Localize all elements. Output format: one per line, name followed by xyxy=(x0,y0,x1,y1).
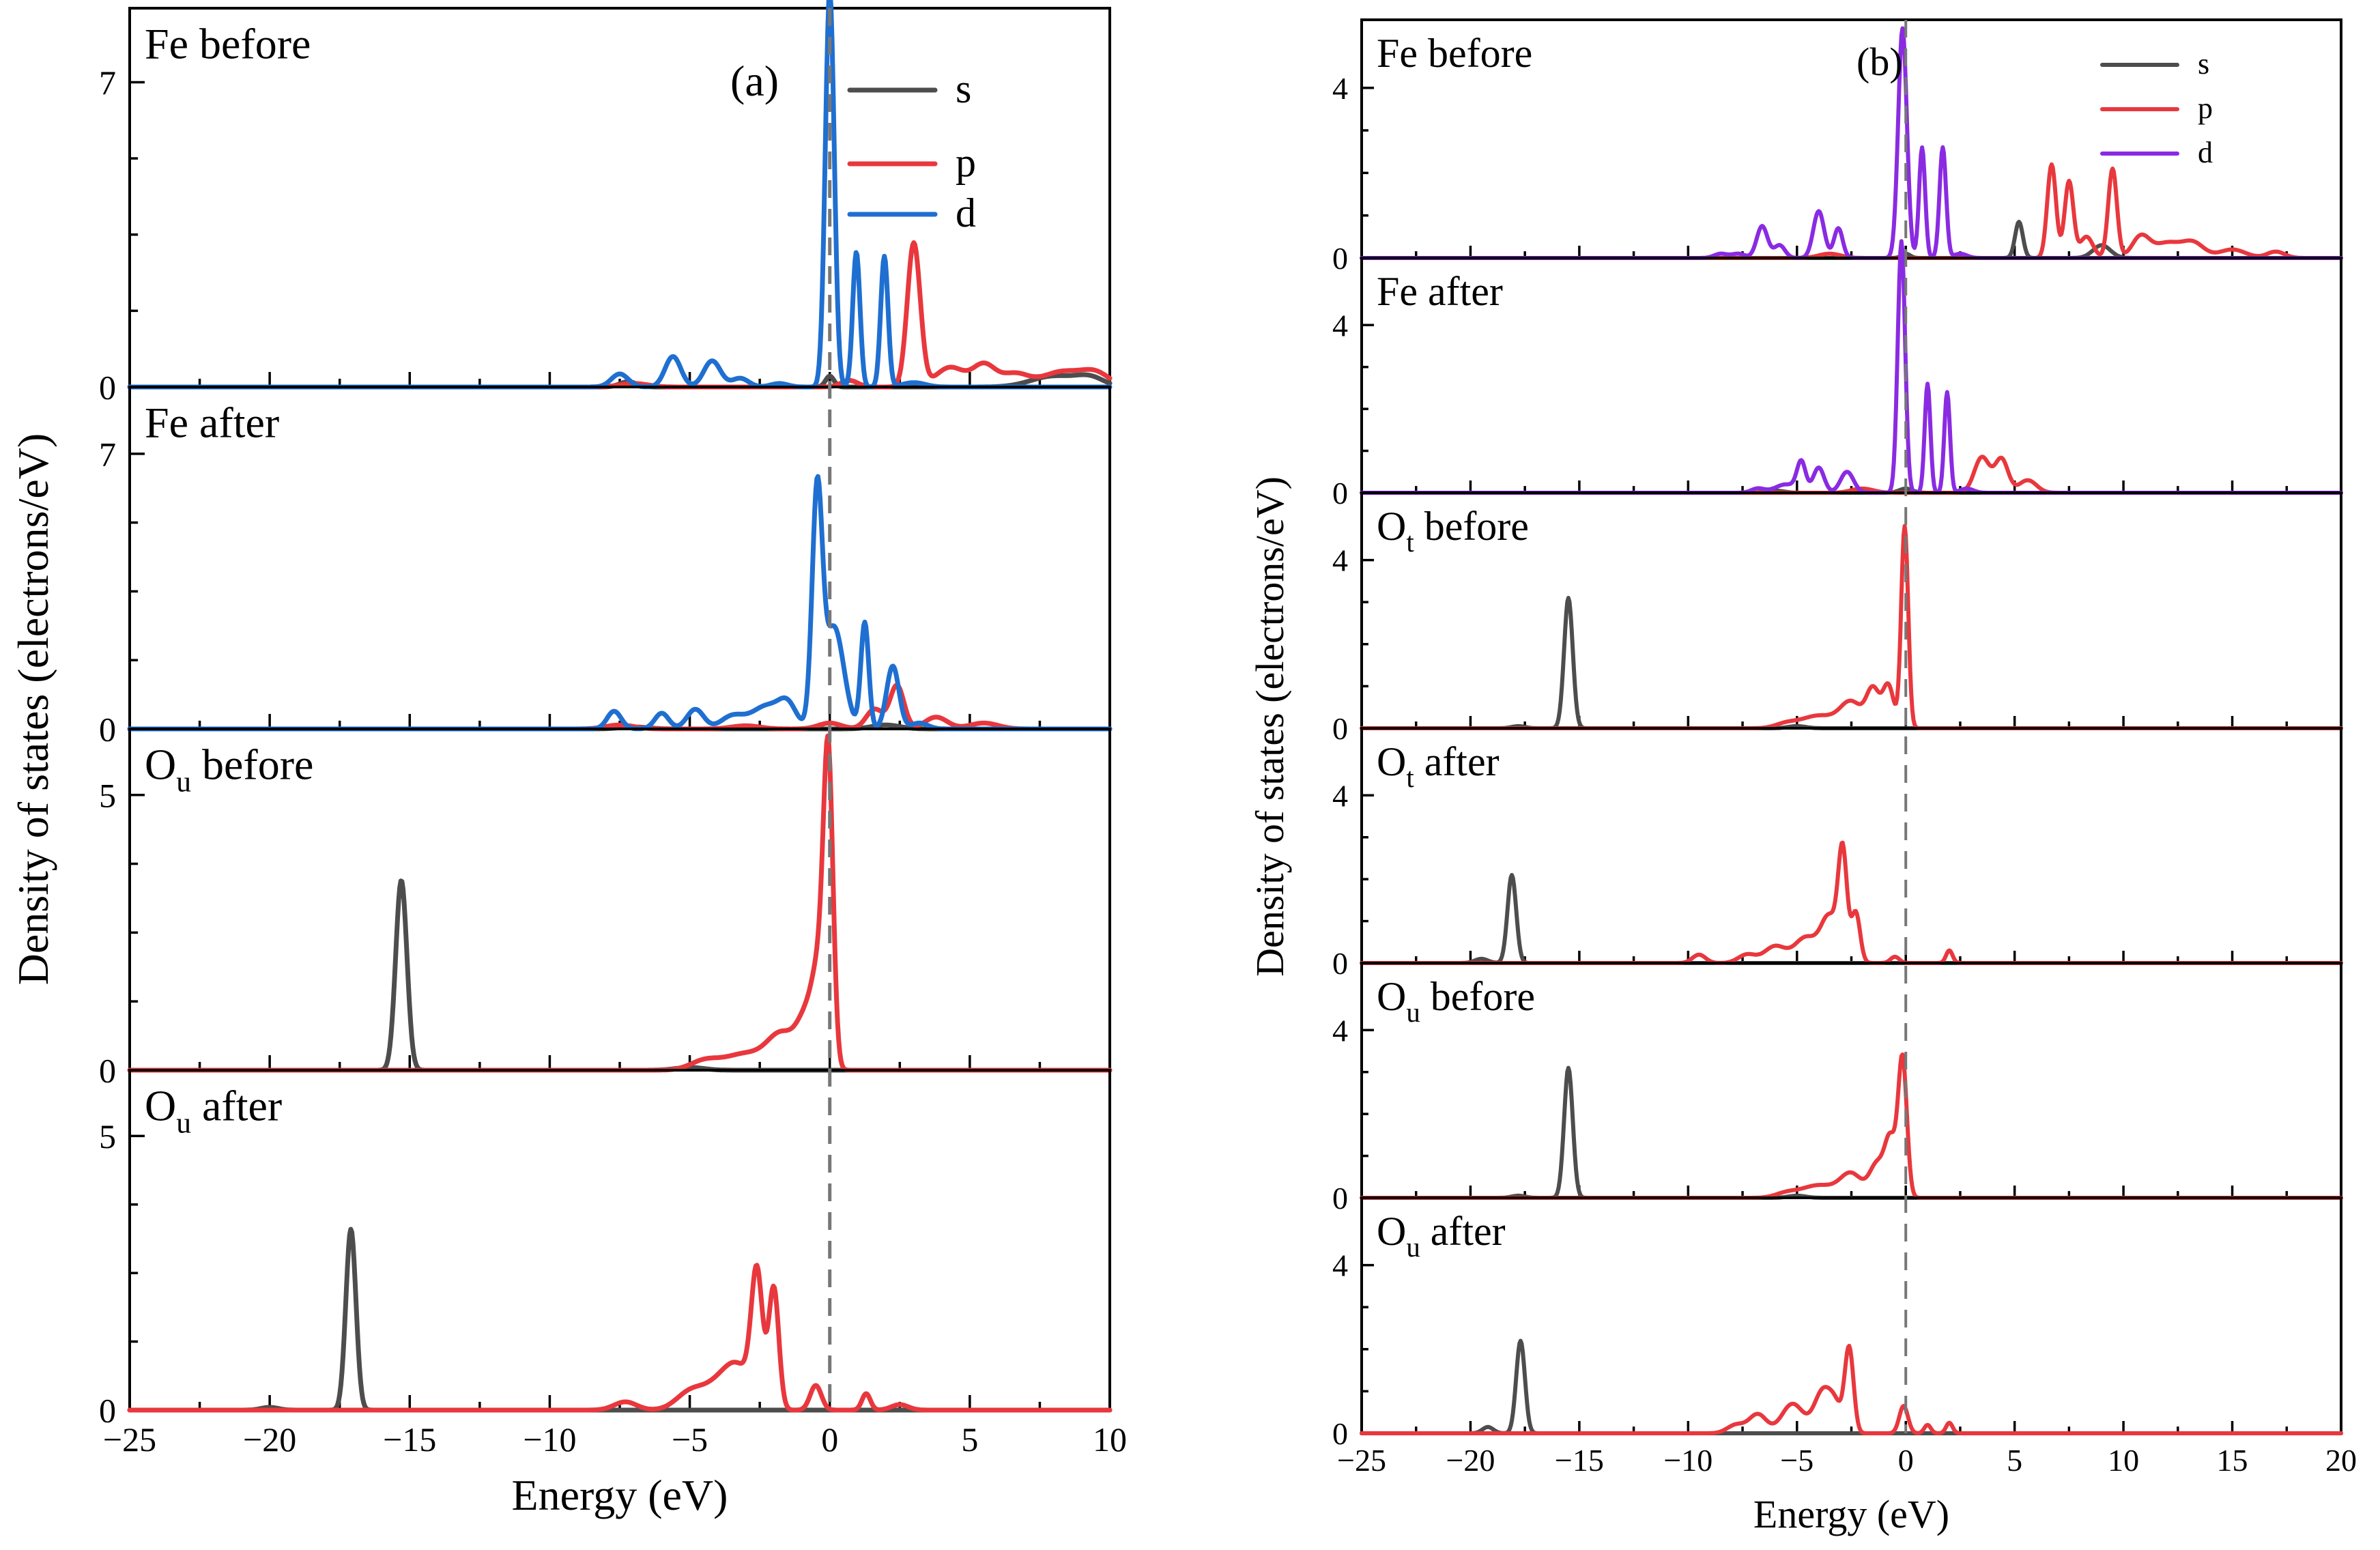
x-tick-label: −5 xyxy=(672,1420,708,1459)
y-tick-label: 0 xyxy=(99,369,116,407)
subplot-title: Ot before xyxy=(1377,504,1529,558)
y-axis-label: Density of states (electrons/eV) xyxy=(9,433,57,986)
b-subplot-3: 0 4 Ot after xyxy=(1332,727,2343,981)
y-tick-label: 4 xyxy=(1332,1248,1348,1283)
subplot-title: Ou before xyxy=(1377,974,1535,1028)
panel-label: (a) xyxy=(730,57,779,105)
subplot-title: Fe before xyxy=(1377,31,1532,76)
y-tick-label: 0 xyxy=(1332,946,1348,981)
series-d-line xyxy=(127,474,1113,732)
legend-label-s: s xyxy=(2198,47,2209,81)
legend: spd xyxy=(2100,47,2213,169)
a-subplot-3: 0 5 Ou after xyxy=(99,1069,1113,1430)
x-tick-label: 5 xyxy=(2007,1443,2022,1478)
series-s-line xyxy=(127,878,1113,1073)
x-axis-label: Energy (eV) xyxy=(1753,1492,1949,1536)
subplot-title: Fe before xyxy=(145,20,311,68)
y-tick-label: 4 xyxy=(1332,308,1348,343)
x-tick-label: 0 xyxy=(1898,1443,1914,1478)
b-subplot-5: 0 4 Ou after xyxy=(1332,1196,2343,1451)
subplot-title: Ou before xyxy=(145,741,313,799)
subplot-title: Fe after xyxy=(1377,269,1503,314)
panel-label: (b) xyxy=(1856,40,1903,84)
y-tick-label: 4 xyxy=(1332,543,1348,578)
x-tick-label: −15 xyxy=(383,1420,436,1459)
subplot-title: Ou after xyxy=(1377,1209,1506,1263)
x-tick-label: −5 xyxy=(1780,1443,1813,1478)
y-axis-label: Density of states (electrons/eV) xyxy=(1248,476,1292,977)
series-p-line xyxy=(127,240,1113,390)
x-tick-label: 15 xyxy=(2217,1443,2248,1478)
legend-label-s: s xyxy=(956,66,971,111)
chart-b: 0 4 Fe before 0 4 Fe after 0 4 Ot before 0 4 Ot aft… xyxy=(1248,18,2357,1536)
x-tick-label: −10 xyxy=(523,1420,576,1459)
subplot-title: Ot after xyxy=(1377,739,1500,793)
subplot-title: Fe after xyxy=(145,399,279,447)
y-tick-label: 0 xyxy=(1332,241,1348,276)
y-tick-label: 0 xyxy=(1332,1416,1348,1451)
subplot-title: Ou after xyxy=(145,1082,282,1140)
b-subplot-1: 0 4 Fe after xyxy=(1332,239,2343,511)
chart-a: 0 7 Fe before 0 7 Fe after 0 5 Ou before 0 5 Ou aft… xyxy=(9,0,1127,1519)
y-tick-label: 4 xyxy=(1332,1013,1348,1048)
x-tick-label: 20 xyxy=(2325,1443,2357,1478)
b-subplot-4: 0 4 Ou before xyxy=(1332,962,2343,1216)
legend: spd xyxy=(847,66,976,235)
series-s-line xyxy=(127,1226,1113,1413)
x-tick-label: 10 xyxy=(1093,1420,1127,1459)
y-tick-label: 5 xyxy=(99,1117,116,1156)
series-p-line xyxy=(1360,162,2343,260)
y-tick-label: 5 xyxy=(99,776,116,814)
y-tick-label: 0 xyxy=(1332,1181,1348,1216)
subplot-frame xyxy=(1360,257,2342,494)
series-p-line xyxy=(1360,523,2343,730)
a-subplot-2: 0 5 Ou before xyxy=(99,728,1113,1090)
x-axis-label: Energy (eV) xyxy=(512,1471,728,1519)
series-p-line xyxy=(127,1263,1113,1413)
x-tick-label: −20 xyxy=(1446,1443,1495,1478)
y-tick-label: 0 xyxy=(1332,711,1348,746)
x-tick-label: −20 xyxy=(243,1420,296,1459)
y-tick-label: 4 xyxy=(1332,778,1348,813)
y-tick-label: 0 xyxy=(99,1052,116,1090)
y-tick-label: 0 xyxy=(99,711,116,749)
b-subplot-2: 0 4 Ot before xyxy=(1332,491,2343,746)
series-s-line xyxy=(1360,873,2343,965)
series-s-line xyxy=(1360,1065,2343,1200)
y-tick-label: 7 xyxy=(99,63,116,102)
b-subplot-0: 0 4 Fe before xyxy=(1332,18,2343,276)
x-tick-label: −15 xyxy=(1555,1443,1604,1478)
y-tick-label: 0 xyxy=(99,1392,116,1430)
y-tick-label: 4 xyxy=(1332,71,1348,106)
x-tick-label: −10 xyxy=(1663,1443,1712,1478)
series-p-line xyxy=(1360,1343,2343,1435)
legend-label-d: d xyxy=(956,190,976,235)
x-tick-label: 0 xyxy=(821,1420,838,1459)
legend-label-p: p xyxy=(956,140,976,185)
a-subplot-1: 0 7 Fe after xyxy=(99,386,1113,749)
y-tick-label: 0 xyxy=(1332,476,1348,511)
x-tick-label: 10 xyxy=(2108,1443,2139,1478)
x-tick-label: −25 xyxy=(1337,1443,1386,1478)
x-tick-label: 5 xyxy=(961,1420,978,1459)
series-d-line xyxy=(1360,239,2343,495)
subplot-frame xyxy=(1360,1196,2342,1435)
legend-label-d: d xyxy=(2198,136,2213,169)
series-p-line xyxy=(1360,1052,2343,1200)
legend-label-p: p xyxy=(2198,91,2213,125)
subplot-frame xyxy=(1360,727,2342,964)
series-s-line xyxy=(1360,596,2343,730)
x-tick-label: −25 xyxy=(103,1420,156,1459)
y-tick-label: 7 xyxy=(99,435,116,473)
